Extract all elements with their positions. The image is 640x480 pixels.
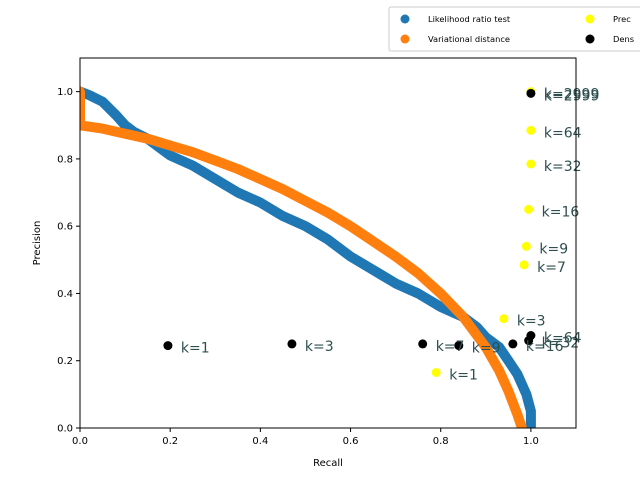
series-curve-1 — [80, 86, 527, 428]
series-3-point-label-3: k=9 — [472, 341, 501, 357]
series-2-point-4 — [524, 204, 534, 214]
series-2-point-label-5: k=32 — [544, 159, 582, 175]
series-3-point-label-2: k=7 — [436, 339, 465, 355]
series-3-point-label-5: k=32 — [542, 336, 580, 352]
y-tick-label-3: 0.6 — [57, 222, 73, 233]
legend-marker-likelihood — [400, 14, 410, 24]
legend: Likelihood ratio test Variational distan… — [388, 6, 640, 52]
x-tick-label-4: 0.8 — [433, 436, 449, 447]
series-3-point-label-6: k=64 — [544, 331, 582, 347]
y-tick-label-5: 1.0 — [57, 87, 73, 98]
y-tick-label-1: 0.2 — [57, 356, 73, 367]
series-2-point-6 — [526, 125, 536, 135]
x-axis-ticks: 0.0 0.2 0.4 0.6 0.8 1.0 — [72, 428, 539, 447]
series-2-point-label-3: k=9 — [539, 241, 568, 257]
y-tick-label-4: 0.8 — [57, 154, 73, 165]
points-layer — [163, 87, 536, 377]
y-axis-ticks: 0.0 0.2 0.4 0.6 0.8 1.0 — [57, 87, 80, 435]
x-tick-label-3: 0.6 — [343, 436, 359, 447]
y-tick-label-2: 0.4 — [57, 289, 73, 300]
series-3-point-6 — [526, 331, 536, 340]
series-3-point-label-1: k=3 — [305, 339, 334, 355]
series-3-point-label-0: k=1 — [181, 341, 210, 357]
plot-frame — [79, 57, 577, 429]
series-2-point-label-6: k=64 — [544, 125, 582, 141]
x-tick-label-1: 0.2 — [162, 436, 178, 447]
x-tick-label-2: 0.4 — [252, 436, 268, 447]
series-2-point-label-4: k=16 — [542, 204, 580, 220]
series-3-point-7 — [526, 88, 536, 98]
curves-layer — [80, 86, 536, 428]
series-2-point-0 — [431, 368, 441, 377]
legend-marker-density — [585, 34, 595, 44]
series-3-point-0 — [163, 341, 173, 351]
legend-label-density: Dens — [613, 34, 634, 44]
series-2-point-label-7: k=2999 — [544, 87, 599, 103]
series-3-point-1 — [287, 339, 297, 349]
legend-label-variational: Variational distance — [428, 34, 510, 44]
series-2-point-label-2: k=7 — [537, 260, 566, 276]
x-tick-label-0: 0.0 — [72, 436, 88, 447]
series-2-point-5 — [526, 159, 536, 169]
series-2-point-label-0: k=1 — [449, 368, 478, 384]
legend-label-precision: Prec — [613, 14, 631, 24]
legend-label-likelihood: Likelihood ratio test — [428, 14, 511, 24]
y-axis-label: Precision — [32, 221, 43, 266]
series-3-point-4 — [508, 339, 518, 349]
series-2-point-3 — [521, 241, 531, 251]
legend-marker-precision — [585, 14, 595, 24]
series-2-point-label-1: k=3 — [517, 314, 546, 330]
series-2-point-1 — [499, 314, 509, 324]
legend-marker-variational — [400, 34, 410, 44]
series-3-point-label-4: k=16 — [526, 339, 564, 355]
legend-frame — [388, 6, 640, 52]
series-3-point-2 — [418, 339, 428, 349]
series-3-point-3 — [454, 341, 464, 351]
y-tick-label-0: 0.0 — [57, 424, 73, 435]
series-3-point-label-7: k=2999 — [544, 88, 599, 104]
series-2-point-2 — [519, 260, 529, 270]
x-axis-label: Recall — [313, 458, 343, 469]
x-tick-label-5: 1.0 — [523, 436, 539, 447]
